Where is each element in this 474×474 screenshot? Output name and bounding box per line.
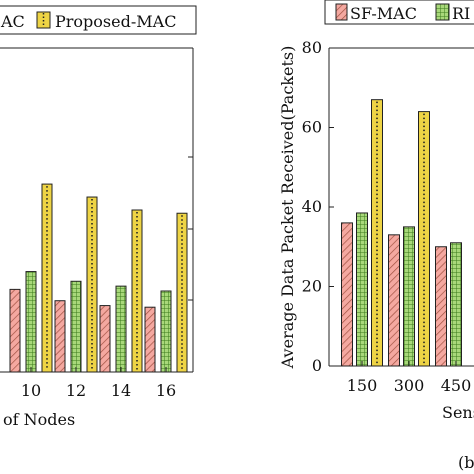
- y-tick-label-right-40: 40: [302, 197, 322, 216]
- bar-left-10-s2: [25, 271, 37, 373]
- bar-left-10-s3: [41, 183, 53, 373]
- bar-left-12-s1: [54, 300, 66, 373]
- y-tick-label-right-60: 60: [302, 118, 322, 137]
- x-tick-label-right-450: 450: [441, 376, 472, 395]
- x-tick-label-left-12: 12: [66, 381, 86, 400]
- bar-right-150-s3: [371, 99, 383, 367]
- right-plot-area: 0 20 40 60 80 150 300 450: [302, 38, 474, 395]
- x-tick-label-right-300: 300: [394, 376, 425, 395]
- bar-right-150-s2: [356, 212, 368, 367]
- bar-left-14-s2: [115, 285, 127, 373]
- bar-left-14-s3: [131, 209, 143, 373]
- left-x-axis-label: of Nodes: [3, 410, 75, 429]
- right-legend-swatch-1: [335, 3, 348, 21]
- left-chart: AC Proposed-MAC 10 12 14 16 of Nodes: [0, 5, 197, 429]
- right-legend-label-2: RI: [452, 4, 470, 23]
- left-plot-area: 10 12 14 16: [0, 47, 194, 400]
- y-tick-label-right-0: 0: [312, 356, 322, 375]
- x-tick-label-left-14: 14: [111, 381, 131, 400]
- left-legend-label-1: AC: [0, 12, 25, 31]
- bar-left-16-s2: [160, 290, 172, 373]
- x-tick-label-left-10: 10: [21, 381, 41, 400]
- bar-right-150-s1: [341, 222, 353, 367]
- right-y-axis-label: Average Data Packet Received(Packets): [278, 46, 297, 370]
- right-legend-label-1: SF-MAC: [350, 4, 417, 23]
- figure-caption: (b: [458, 453, 474, 472]
- left-legend-label-2: Proposed-MAC: [55, 12, 176, 31]
- left-legend-box: [0, 5, 197, 35]
- bar-right-450-s1: [435, 246, 447, 367]
- bar-left-12-s2: [70, 280, 82, 373]
- x-tick-label-left-16: 16: [156, 381, 176, 400]
- right-chart: SF-MAC RI 0 20 40 60 80 150 300 450 Average Dat…: [278, 0, 474, 472]
- bar-left-14-s1: [99, 305, 111, 373]
- x-tick-label-right-150: 150: [347, 376, 378, 395]
- left-legend: AC Proposed-MAC: [0, 5, 197, 35]
- bar-left-10-s1: [9, 288, 21, 373]
- y-tick-label-right-20: 20: [302, 277, 322, 296]
- bar-right-450-s2: [450, 242, 462, 367]
- bar-right-300-s2: [403, 226, 415, 367]
- right-legend-swatch-2: [435, 3, 450, 21]
- right-legend: SF-MAC RI: [324, 0, 474, 25]
- bar-right-300-s1: [388, 234, 400, 367]
- right-x-axis-label: Sens: [442, 403, 474, 422]
- bar-left-16-s1: [144, 306, 156, 373]
- y-tick-label-right-80: 80: [302, 38, 322, 57]
